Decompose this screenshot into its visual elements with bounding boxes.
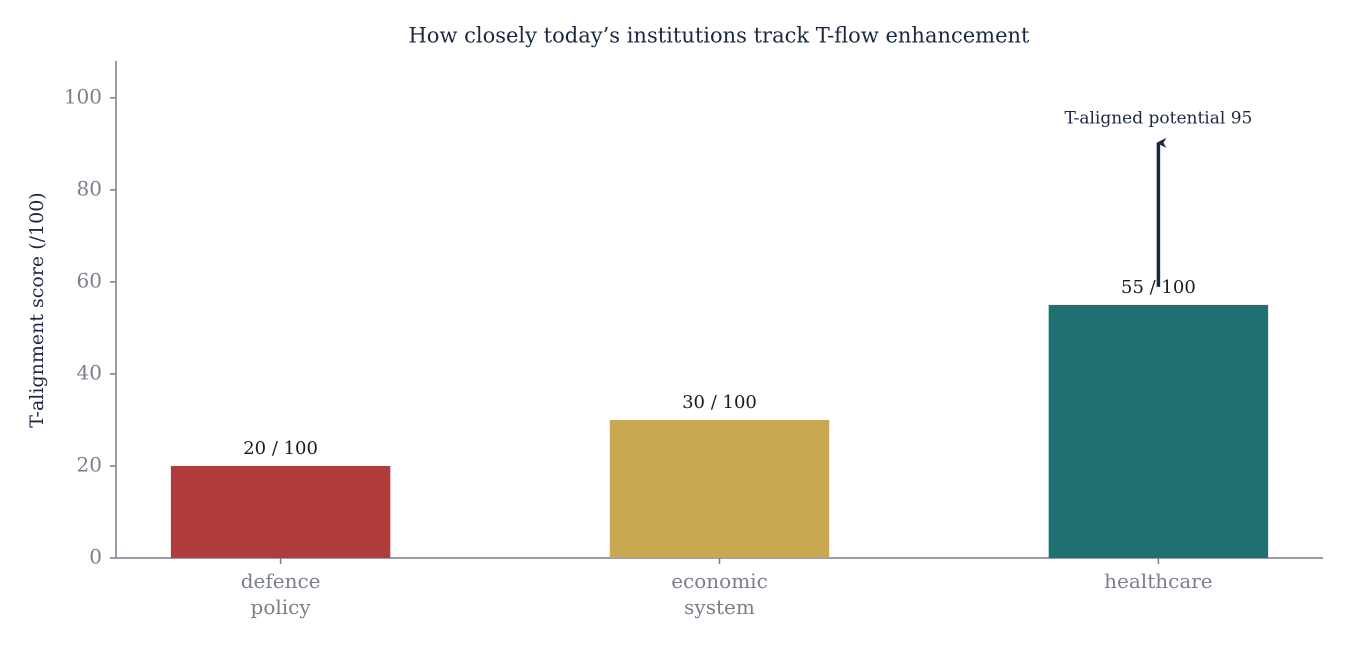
chart-title: How closely today’s institutions track T… xyxy=(408,24,1030,48)
y-tick-label: 20 xyxy=(77,452,102,476)
y-tick-label: 100 xyxy=(64,84,102,108)
y-tick-label: 0 xyxy=(89,545,102,569)
value-label: 55 / 100 xyxy=(1121,277,1196,298)
annotation-text: T-aligned potential 95 xyxy=(1064,108,1252,128)
bar xyxy=(609,419,830,558)
y-axis-label: T-alignment score (/100) xyxy=(26,192,48,427)
bar xyxy=(170,465,391,558)
x-tick-label: defence policy xyxy=(241,569,321,619)
value-label: 20 / 100 xyxy=(243,438,318,459)
value-label: 30 / 100 xyxy=(682,392,757,413)
y-tick-label: 60 xyxy=(77,268,102,292)
bar xyxy=(1048,304,1269,558)
x-tick-label: healthcare xyxy=(1104,569,1212,593)
x-tick-label: economic system xyxy=(671,569,768,619)
y-tick-label: 40 xyxy=(77,360,102,384)
y-tick-label: 80 xyxy=(77,176,102,200)
